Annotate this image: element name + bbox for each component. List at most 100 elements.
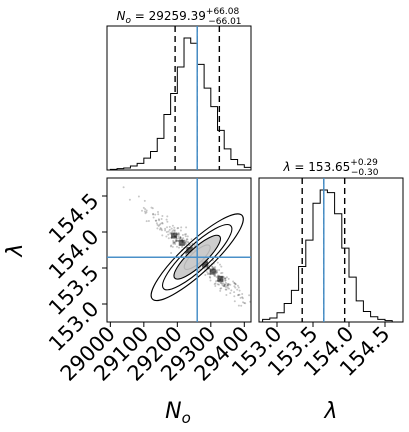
sample-point <box>176 227 179 230</box>
sample-point <box>154 219 157 222</box>
marginal-n-panel: No = 29259.39+66.08 −66.01 <box>106 7 252 171</box>
sample-point <box>214 282 217 285</box>
sample-point <box>194 244 197 247</box>
sample-point <box>219 289 222 292</box>
sample-point <box>157 211 159 213</box>
sample-point <box>182 237 185 240</box>
sample-point <box>214 274 217 277</box>
sample-point <box>169 232 172 235</box>
sample-point <box>141 209 143 212</box>
sample-point <box>209 279 212 282</box>
sample-point <box>145 209 148 212</box>
title-n-symbol: N <box>116 9 125 23</box>
sample-point <box>214 266 217 269</box>
sample-point <box>177 235 180 238</box>
sample-point <box>157 213 160 216</box>
sample-point <box>161 221 164 224</box>
sample-point <box>172 241 175 244</box>
sample-point <box>177 237 180 240</box>
sample-point <box>223 284 226 286</box>
density-core-point <box>171 232 178 239</box>
sample-point <box>179 236 182 238</box>
sample-point <box>179 237 182 240</box>
sample-point <box>215 280 217 283</box>
sample-point <box>173 229 176 232</box>
sample-point <box>237 304 240 307</box>
sample-point <box>198 268 201 271</box>
title-n-minus: −66.01 <box>208 17 241 27</box>
sample-point <box>171 230 174 233</box>
sample-point <box>211 266 214 269</box>
sample-point <box>204 274 207 276</box>
sample-point <box>185 233 187 236</box>
sample-point <box>226 283 229 285</box>
sample-point <box>219 287 222 290</box>
x-axis-label-n: No <box>165 399 191 427</box>
sample-point <box>185 239 187 242</box>
sample-point <box>232 280 235 283</box>
sample-point <box>169 245 172 248</box>
sample-point <box>227 283 230 286</box>
sample-point <box>230 289 233 292</box>
sample-point <box>208 275 211 278</box>
title-lambda-minus: −0.30 <box>351 168 379 178</box>
sample-point <box>184 240 187 243</box>
sample-point <box>215 276 218 278</box>
sample-point <box>184 235 187 238</box>
sample-point <box>218 269 221 271</box>
density-core-point <box>201 261 208 268</box>
sample-point <box>168 228 171 231</box>
histogram-n <box>109 37 252 170</box>
sample-point <box>226 286 229 289</box>
sample-point <box>170 252 173 254</box>
sample-point <box>151 207 154 210</box>
sample-point <box>166 226 168 229</box>
sample-point <box>178 233 181 236</box>
sample-point <box>161 222 164 225</box>
sample-point <box>144 208 147 211</box>
sample-point <box>169 231 172 234</box>
sample-point <box>147 220 150 222</box>
sample-point <box>179 229 182 232</box>
sample-point <box>183 233 186 236</box>
sample-point <box>143 210 146 213</box>
sample-point <box>189 244 192 247</box>
sample-point <box>236 288 239 291</box>
sample-point <box>209 276 212 279</box>
sample-point <box>224 288 227 291</box>
sample-point <box>161 215 164 217</box>
panel-frame-joint <box>106 177 252 323</box>
sample-point <box>224 283 227 286</box>
sample-point <box>155 219 158 222</box>
title-lambda-plus: +0.29 <box>350 158 378 168</box>
sample-point <box>227 283 230 286</box>
sample-point <box>158 223 161 226</box>
sample-point <box>173 241 176 244</box>
sample-point <box>186 238 189 241</box>
sample-point <box>229 283 232 286</box>
sample-point <box>221 271 224 274</box>
sample-point <box>175 240 178 243</box>
sample-point <box>152 212 155 215</box>
sample-point <box>168 225 171 228</box>
sample-point <box>244 302 247 305</box>
sample-point <box>145 220 148 223</box>
sample-point <box>219 281 222 284</box>
sample-point <box>164 229 167 232</box>
sample-point <box>213 283 216 286</box>
sample-point <box>177 227 180 229</box>
sample-point <box>122 186 125 189</box>
sample-point <box>176 245 178 248</box>
sample-point <box>224 279 227 282</box>
sample-point <box>238 293 241 296</box>
sample-point <box>177 240 180 242</box>
sample-point <box>222 284 225 287</box>
sample-point <box>224 279 227 282</box>
sample-point <box>159 227 162 229</box>
title-n-subscript: o <box>125 16 131 26</box>
sample-point <box>233 281 236 284</box>
sample-point <box>223 285 226 288</box>
sample-point <box>228 287 230 290</box>
